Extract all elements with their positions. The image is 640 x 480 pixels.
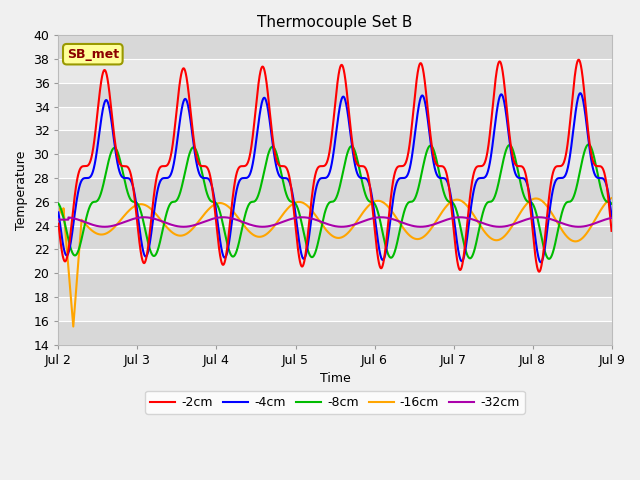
-8cm: [585, 142, 593, 147]
-32cm: [155, 217, 163, 223]
-32cm: [509, 221, 517, 227]
Bar: [58, 131, 612, 154]
Bar: [58, 178, 612, 202]
-2cm: [387, 201, 394, 206]
-16cm: [155, 215, 163, 221]
-4cm: [537, 259, 545, 265]
-32cm: [298, 215, 306, 220]
-4cm: [577, 90, 584, 96]
-2cm: [54, 221, 62, 227]
-4cm: [387, 218, 394, 224]
Bar: [58, 83, 612, 107]
-2cm: [535, 269, 543, 275]
-8cm: [387, 254, 394, 260]
Bar: [58, 273, 612, 297]
-4cm: [608, 213, 616, 219]
-16cm: [608, 195, 616, 201]
-4cm: [509, 162, 517, 168]
Legend: -2cm, -4cm, -8cm, -16cm, -32cm: -2cm, -4cm, -8cm, -16cm, -32cm: [145, 391, 525, 414]
-8cm: [414, 186, 422, 192]
-2cm: [414, 67, 422, 73]
Bar: [58, 321, 612, 345]
Line: -16cm: -16cm: [58, 198, 612, 326]
-16cm: [467, 208, 475, 214]
-4cm: [54, 210, 62, 216]
Text: SB_met: SB_met: [67, 48, 119, 60]
Bar: [58, 226, 612, 250]
-8cm: [608, 201, 616, 207]
-32cm: [387, 216, 394, 221]
-16cm: [266, 228, 274, 234]
Bar: [58, 36, 612, 59]
-32cm: [54, 217, 62, 223]
-8cm: [266, 147, 274, 153]
Bar: [58, 202, 612, 226]
-2cm: [266, 109, 274, 115]
-32cm: [608, 215, 616, 221]
-16cm: [509, 221, 517, 227]
Line: -4cm: -4cm: [58, 93, 612, 262]
-8cm: [509, 148, 517, 154]
-8cm: [545, 256, 553, 262]
-32cm: [266, 223, 274, 229]
-16cm: [387, 206, 394, 212]
-2cm: [608, 228, 616, 234]
-32cm: [415, 224, 422, 229]
-4cm: [155, 182, 163, 188]
Line: -8cm: -8cm: [58, 144, 612, 259]
-16cm: [70, 324, 77, 329]
Y-axis label: Temperature: Temperature: [15, 150, 28, 229]
Title: Thermocouple Set B: Thermocouple Set B: [257, 15, 413, 30]
-16cm: [54, 205, 62, 211]
-4cm: [414, 107, 422, 113]
Bar: [58, 297, 612, 321]
-2cm: [467, 185, 475, 191]
X-axis label: Time: Time: [319, 372, 350, 385]
Bar: [58, 59, 612, 83]
-8cm: [467, 255, 475, 261]
-8cm: [155, 243, 163, 249]
-8cm: [54, 201, 62, 206]
Bar: [58, 107, 612, 131]
-16cm: [415, 236, 422, 242]
-2cm: [575, 57, 582, 62]
Line: -2cm: -2cm: [58, 60, 612, 272]
-32cm: [338, 224, 346, 229]
Line: -32cm: -32cm: [58, 217, 612, 227]
-2cm: [509, 156, 517, 161]
-4cm: [266, 119, 274, 124]
-2cm: [155, 167, 163, 172]
Bar: [58, 154, 612, 178]
Bar: [58, 250, 612, 273]
-32cm: [468, 216, 476, 222]
-4cm: [467, 204, 475, 209]
